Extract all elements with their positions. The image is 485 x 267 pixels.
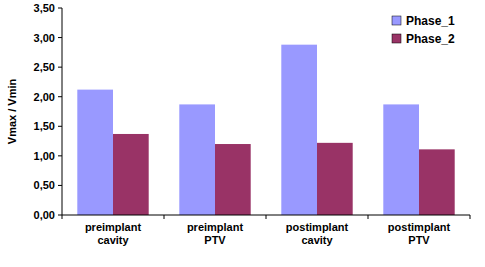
y-tick (58, 155, 62, 156)
legend-swatch (392, 34, 401, 43)
y-tick (58, 215, 62, 216)
bar (383, 104, 419, 215)
y-tick (58, 185, 62, 186)
x-tick (470, 215, 471, 219)
x-tick-label: postimplantcavity (286, 221, 349, 246)
y-tick (58, 8, 62, 9)
bar (317, 143, 353, 215)
y-tick-label: 2,50 (34, 61, 55, 73)
y-tick (58, 67, 62, 68)
chart-container: 0,00 0,50 1,00 1,50 2,00 2,50 3,00 3,50 preimpla… (0, 0, 485, 267)
legend-label: Phase_1 (406, 14, 455, 28)
y-tick-label: 1,50 (34, 120, 55, 132)
bar (215, 144, 251, 215)
y-axis-line (62, 8, 63, 215)
bars (77, 45, 454, 215)
bar (179, 104, 215, 215)
y-tick-label: 0,50 (34, 179, 55, 191)
legend-label: Phase_2 (406, 32, 455, 46)
x-tick (368, 215, 369, 219)
legend: Phase_1 Phase_2 (392, 14, 455, 46)
bar (419, 149, 455, 215)
x-tick-label: postimplantPTV (388, 221, 451, 246)
y-tick-label: 3,50 (34, 2, 55, 14)
y-tick-label: 3,00 (34, 32, 55, 44)
bar (281, 45, 317, 215)
y-tick-label: 1,00 (34, 150, 55, 162)
x-tick-label: preimplantcavity (85, 221, 142, 246)
bar (77, 90, 113, 215)
x-tick-label: preimplantPTV (187, 221, 244, 246)
y-axis-label: Vmax / Vmin (6, 79, 18, 145)
y-tick-label: 2,00 (34, 91, 55, 103)
chart: 0,00 0,50 1,00 1,50 2,00 2,50 3,00 3,50 preimpla… (0, 0, 485, 267)
bar (113, 134, 149, 215)
x-tick (62, 215, 63, 219)
y-tick-label: 0,00 (34, 209, 55, 221)
x-tick (164, 215, 165, 219)
x-tick (266, 215, 267, 219)
y-tick (58, 37, 62, 38)
legend-swatch (392, 16, 401, 25)
y-tick (58, 96, 62, 97)
y-tick (58, 126, 62, 127)
